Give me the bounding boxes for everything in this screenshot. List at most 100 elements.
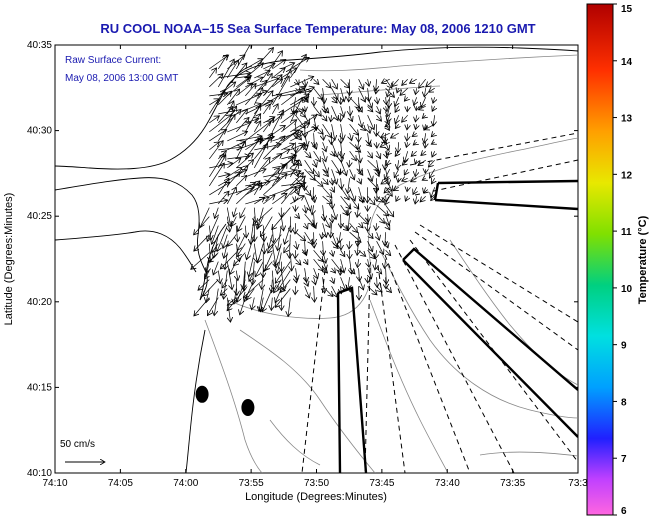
current-vector [358,123,366,130]
current-vector [367,231,374,238]
current-vector [314,223,316,228]
current-vector [218,270,220,284]
current-vector [209,154,224,178]
current-vector [349,187,355,201]
coastline-group [55,46,578,473]
current-vector [208,252,219,263]
station-markers [195,385,255,416]
current-vector [386,268,387,284]
current-vector [263,195,275,205]
current-vector [254,48,273,70]
current-vector [263,51,282,79]
current-vector [322,177,329,184]
current-vector [402,78,408,85]
current-vector [377,267,382,274]
current-vector [407,106,408,112]
current-vector [381,177,390,184]
current-vector [236,270,238,281]
current-vector [432,151,435,157]
current-vector [387,88,390,97]
contour-9 [299,54,578,72]
current-vector [340,277,346,290]
current-vector [226,261,232,290]
current-vector [272,130,299,151]
current-vector [305,223,308,229]
current-vector [385,204,394,217]
current-vector [209,115,231,133]
current-vector [194,297,210,316]
current-vector [245,169,266,178]
current-vector [422,115,425,118]
current-vector [271,104,278,115]
current-vector [402,114,408,122]
current-vector [332,250,334,256]
current-vector [322,195,332,204]
current-vector [415,124,416,129]
current-vector [386,223,390,230]
current-vector [296,124,297,138]
boundary-rays [301,132,578,473]
current-vector [227,131,247,142]
current-vector [380,141,390,147]
current-vector [245,80,266,106]
contour-4 [379,249,578,419]
colorbar-label: Temperature (°C) [637,215,649,304]
x-tick-label: 74:00 [173,478,198,489]
current-vector [387,106,390,117]
current-vector [305,259,308,264]
current-vector [209,74,223,88]
current-vector [272,270,274,290]
current-vector [359,223,363,228]
current-vector [381,133,390,137]
colorbar-tick-label: 6 [621,506,627,517]
current-vector [359,286,360,300]
current-vector [304,160,314,174]
current-vector [275,261,291,284]
current-vector [236,94,261,106]
current-vector [245,84,256,97]
current-vector [367,241,373,252]
current-vector [395,115,399,123]
current-vector [272,60,286,70]
x-tick-label: 73:35 [500,478,525,489]
current-vector [207,261,210,273]
zone-southeast [402,247,578,438]
current-vector [272,163,287,187]
current-vector [421,151,426,155]
current-vector [305,277,309,286]
current-vector [323,142,327,152]
current-vector [368,259,370,267]
y-tick-label: 40:10 [27,468,52,479]
plot-area: 74:10 74:05 74:00 73:55 73:50 73:45 73:40 73:35… [27,40,588,489]
current-vector [263,154,282,169]
current-vector [313,151,321,162]
current-vector [358,79,364,89]
current-vector [432,106,435,111]
current-vector [236,117,249,133]
current-vector [294,151,296,165]
current-vector [415,196,417,204]
current-vector [341,286,342,294]
current-vector [340,187,350,200]
current-vector [419,78,426,88]
current-vector [194,216,210,235]
current-vector [305,97,309,102]
contour-3 [239,329,376,473]
current-vector [295,250,296,258]
current-vector [295,196,296,202]
contour-5 [369,299,449,473]
current-vector [260,297,263,312]
colorbar-tick-label: 13 [621,114,633,125]
x-tick-label: 73:3 [568,478,588,489]
y-tick-label: 40:15 [27,382,52,393]
current-vector [253,144,267,169]
current-vector [415,88,416,94]
contour-7 [269,419,321,466]
current-vector [341,250,345,256]
current-vector [349,222,358,232]
current-vector [281,216,283,231]
current-vector [209,68,216,79]
current-vector [322,186,332,198]
current-vector [391,133,399,138]
current-vector [295,132,302,140]
